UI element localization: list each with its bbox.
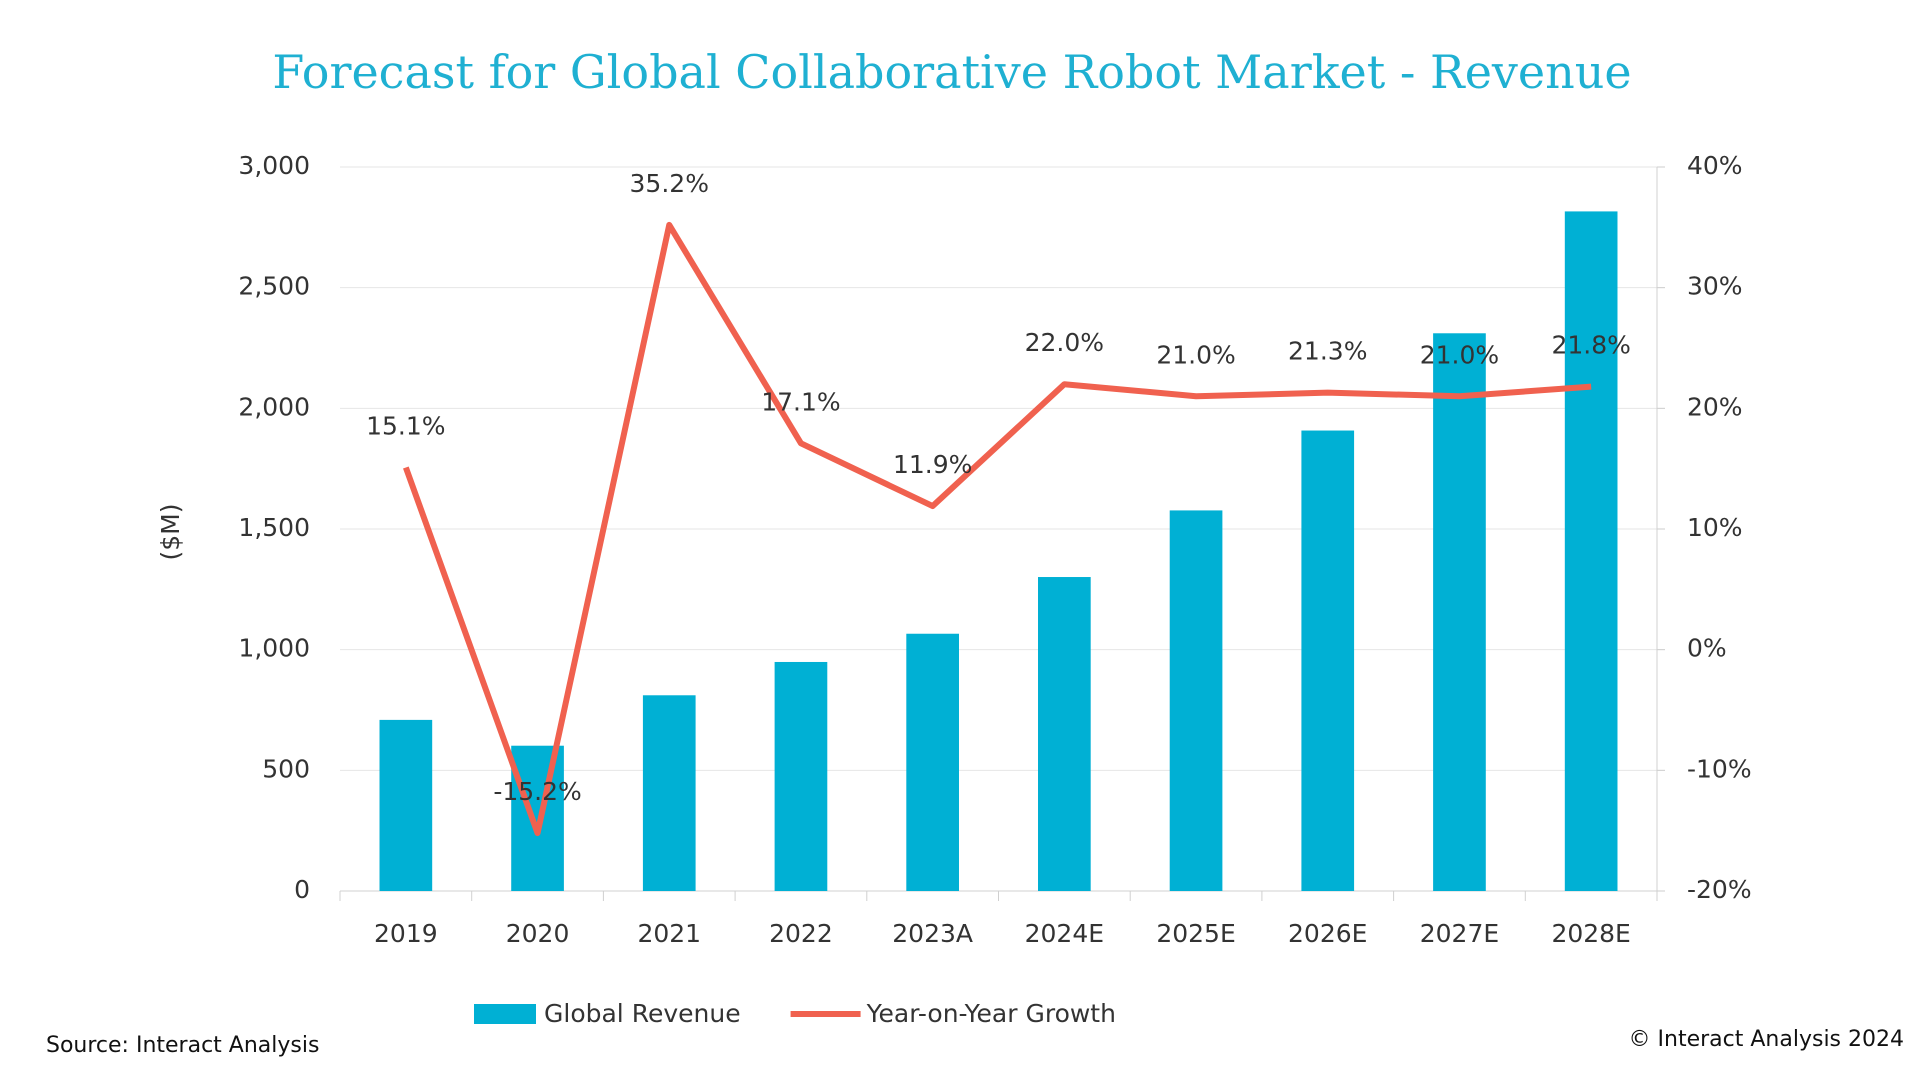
data-label: 21.0%	[1156, 340, 1235, 369]
y2-tick-label: 10%	[1687, 513, 1743, 542]
x-tick-label: 2021	[637, 919, 701, 948]
legend-label: Year-on-Year Growth	[866, 999, 1116, 1028]
y-tick-label: 0	[294, 875, 310, 904]
y-tick-label: 2,500	[238, 272, 310, 301]
x-tick-label: 2024E	[1025, 919, 1104, 948]
data-label: 35.2%	[630, 169, 709, 198]
y-tick-label: 2,000	[238, 392, 310, 421]
data-label: 15.1%	[366, 411, 445, 440]
line	[403, 221, 1592, 837]
y2-tick-label: 0%	[1687, 634, 1727, 663]
data-label: 17.1%	[761, 387, 840, 416]
bar	[906, 633, 959, 891]
data-label: 22.0%	[1025, 328, 1104, 357]
x-tick-label: 2023A	[892, 919, 973, 948]
x-tick-label: 2022	[769, 919, 833, 948]
x-tick-label: 2028E	[1551, 919, 1630, 948]
bar	[1433, 333, 1486, 891]
x-tick-label: 2026E	[1288, 919, 1367, 948]
legend-swatch	[474, 1004, 536, 1024]
chart-title: Forecast for Global Collaborative Robot …	[272, 45, 1631, 99]
source: Source: Interact Analysis	[46, 1033, 319, 1058]
y-tick-label: 500	[262, 754, 310, 783]
data-label: 21.8%	[1551, 331, 1630, 360]
data-label: 21.0%	[1420, 340, 1499, 369]
y2-tick-label: 30%	[1687, 272, 1743, 301]
x-tick-label: 2027E	[1420, 919, 1499, 948]
y-tick-label: 1,500	[238, 513, 310, 542]
bar	[379, 719, 433, 891]
bar	[1564, 211, 1618, 891]
y2-tick-label: 20%	[1687, 392, 1743, 421]
y-tick-label: 1,000	[238, 634, 310, 663]
x-tick-label: 2025E	[1156, 919, 1235, 948]
y-tick-label: 3,000	[238, 151, 310, 180]
x-tick-label: 2019	[374, 919, 438, 948]
y2-tick-label: -10%	[1687, 754, 1752, 783]
bar	[1038, 577, 1091, 891]
data-label: 11.9%	[893, 450, 972, 479]
y-axis-label: ($M)	[156, 504, 185, 561]
bar	[1301, 430, 1355, 891]
bar	[511, 745, 564, 891]
data-label: -15.2%	[493, 777, 581, 806]
data-label: 21.3%	[1288, 337, 1367, 366]
bar	[1169, 510, 1223, 891]
bar	[642, 695, 696, 891]
copyright: © Interact Analysis 2024	[1629, 1027, 1904, 1052]
y2-tick-label: 40%	[1687, 151, 1743, 180]
y2-tick-label: -20%	[1687, 875, 1752, 904]
x-tick-label: 2020	[506, 919, 570, 948]
bar	[774, 661, 828, 891]
legend-label: Global Revenue	[544, 999, 741, 1028]
